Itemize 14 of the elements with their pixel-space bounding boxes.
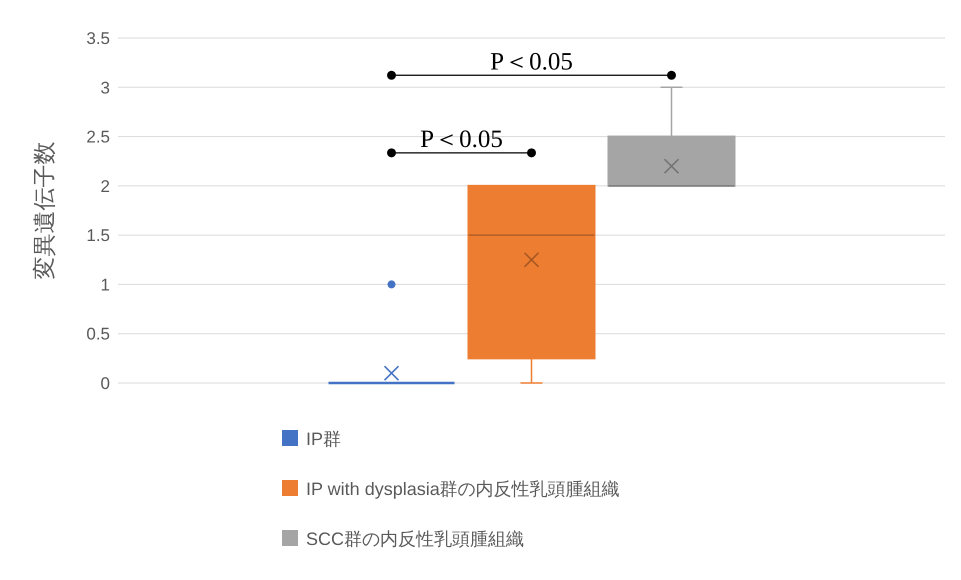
y-tick-label: 3.5 — [86, 29, 110, 48]
y-tick-label: 3 — [100, 78, 110, 98]
y-tick-label: 1 — [100, 275, 110, 294]
y-axis-title: 変異遺伝子数 — [31, 142, 57, 280]
y-tick-label: 1.5 — [86, 226, 110, 246]
annotation: P＜0.05 — [420, 126, 503, 153]
legend-label: SCC群の内反性乳頭腫組織 — [306, 529, 524, 549]
annotation: P＜0.05 — [490, 48, 573, 76]
legend-label: IP群 — [306, 429, 342, 449]
y-tick-label: 0.5 — [86, 324, 110, 344]
y-tick-label: 2 — [100, 176, 110, 196]
legend-label: IP with dysplasia群の内反性乳頭腫組織 — [306, 479, 620, 499]
y-tick-label: 0 — [100, 374, 110, 393]
y-tick-label: 2.5 — [86, 128, 110, 147]
